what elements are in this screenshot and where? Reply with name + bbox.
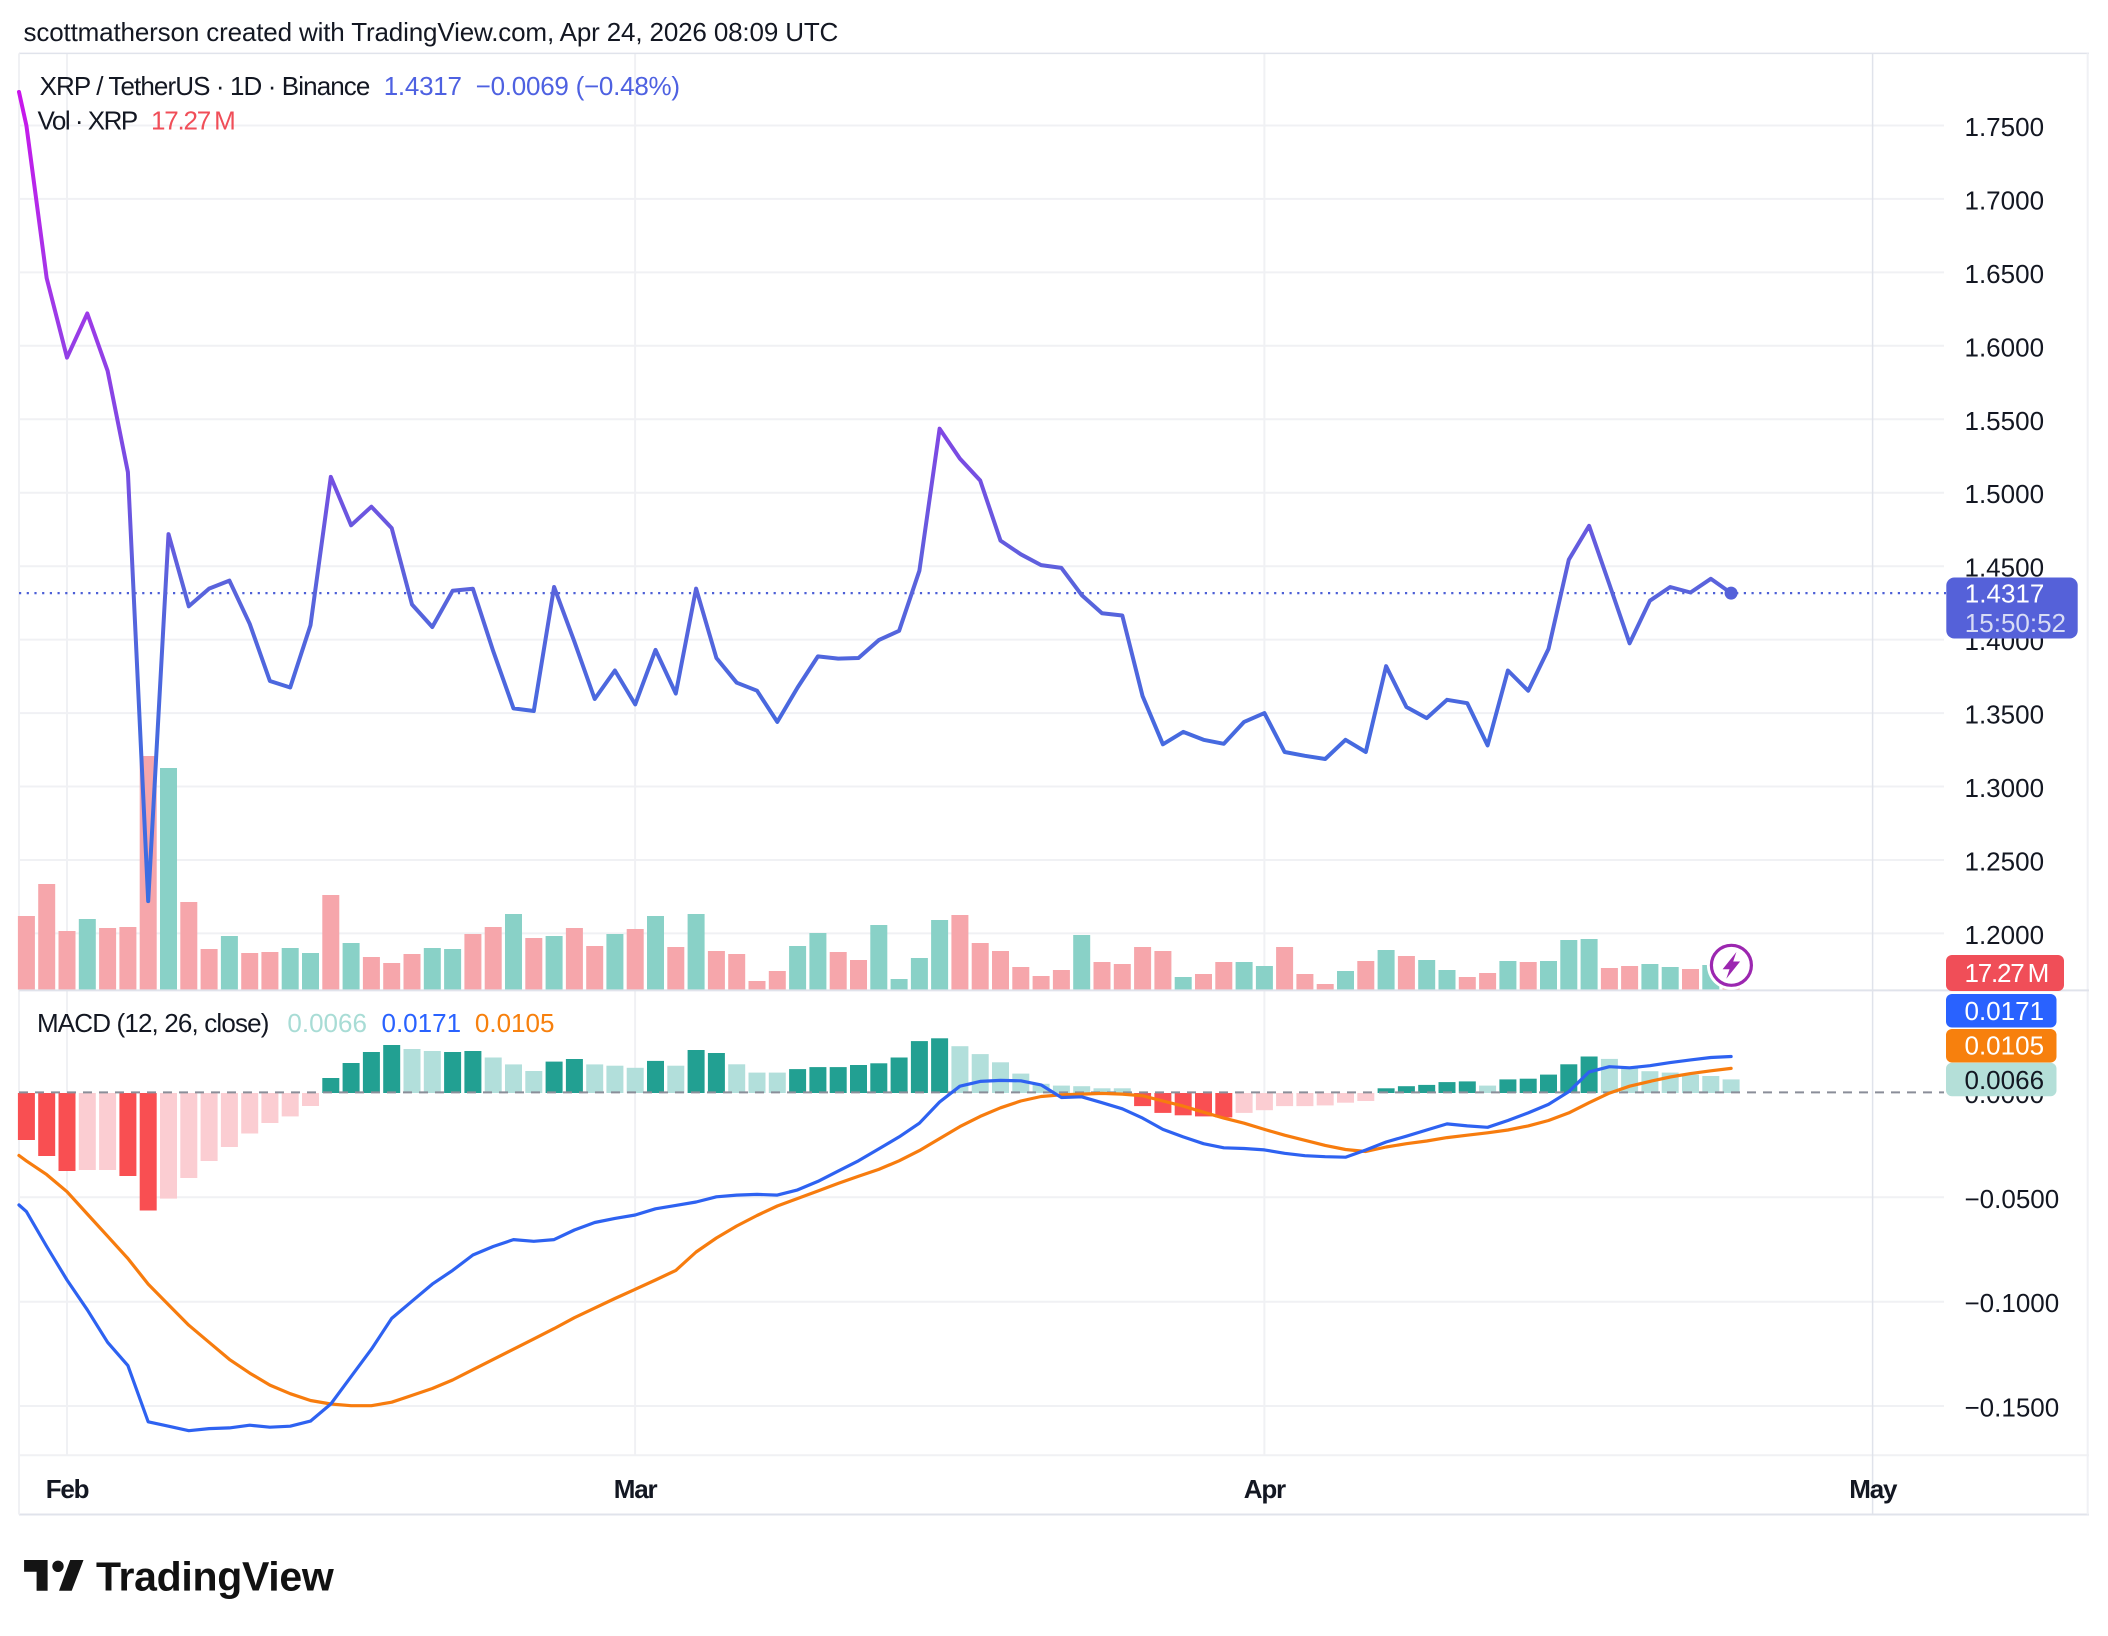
svg-text:0.0105: 0.0105 (1965, 1031, 2045, 1061)
svg-text:Mar: Mar (614, 1474, 658, 1504)
svg-text:1.5000: 1.5000 (1965, 479, 2045, 509)
svg-text:−0.0500: −0.0500 (1965, 1184, 2060, 1214)
svg-text:15:50:52: 15:50:52 (1965, 608, 2066, 638)
svg-text:Feb: Feb (46, 1474, 89, 1504)
svg-text:0.0105: 0.0105 (475, 1008, 555, 1038)
svg-text:1.2000: 1.2000 (1965, 920, 2045, 950)
svg-text:1.4317 −0.0069 (−0.48%): 1.4317 −0.0069 (−0.48%) (384, 71, 680, 101)
svg-text:17.27 M: 17.27 M (1965, 958, 2049, 988)
svg-text:TradingView: TradingView (96, 1554, 334, 1600)
svg-text:1.7500: 1.7500 (1965, 112, 2045, 142)
svg-text:1.2500: 1.2500 (1965, 846, 2045, 876)
svg-text:1.7000: 1.7000 (1965, 185, 2045, 215)
svg-text:0.0066: 0.0066 (1965, 1065, 2045, 1095)
svg-text:1.4317: 1.4317 (1965, 579, 2045, 609)
svg-text:0.0066: 0.0066 (287, 1008, 367, 1038)
svg-text:XRP / TetherUS · 1D · Binance: XRP / TetherUS · 1D · Binance (40, 71, 370, 101)
svg-text:0.0171: 0.0171 (382, 1008, 462, 1038)
svg-text:17.27 M: 17.27 M (151, 106, 235, 136)
svg-text:Apr: Apr (1244, 1474, 1286, 1504)
svg-text:1.5500: 1.5500 (1965, 406, 2045, 436)
svg-text:1.6000: 1.6000 (1965, 332, 2045, 362)
svg-text:−0.1000: −0.1000 (1965, 1288, 2060, 1318)
svg-text:−0.1500: −0.1500 (1965, 1393, 2060, 1423)
svg-text:1.3500: 1.3500 (1965, 700, 2045, 730)
svg-text:0.0171: 0.0171 (1965, 996, 2045, 1026)
svg-text:scottmatherson created with Tr: scottmatherson created with TradingView.… (24, 17, 839, 47)
svg-text:1.6500: 1.6500 (1965, 259, 2045, 289)
svg-text:Vol · XRP: Vol · XRP (38, 106, 137, 136)
svg-text:MACD (12, 26, close): MACD (12, 26, close) (37, 1008, 269, 1038)
svg-text:1.3000: 1.3000 (1965, 773, 2045, 803)
svg-text:May: May (1849, 1474, 1898, 1504)
